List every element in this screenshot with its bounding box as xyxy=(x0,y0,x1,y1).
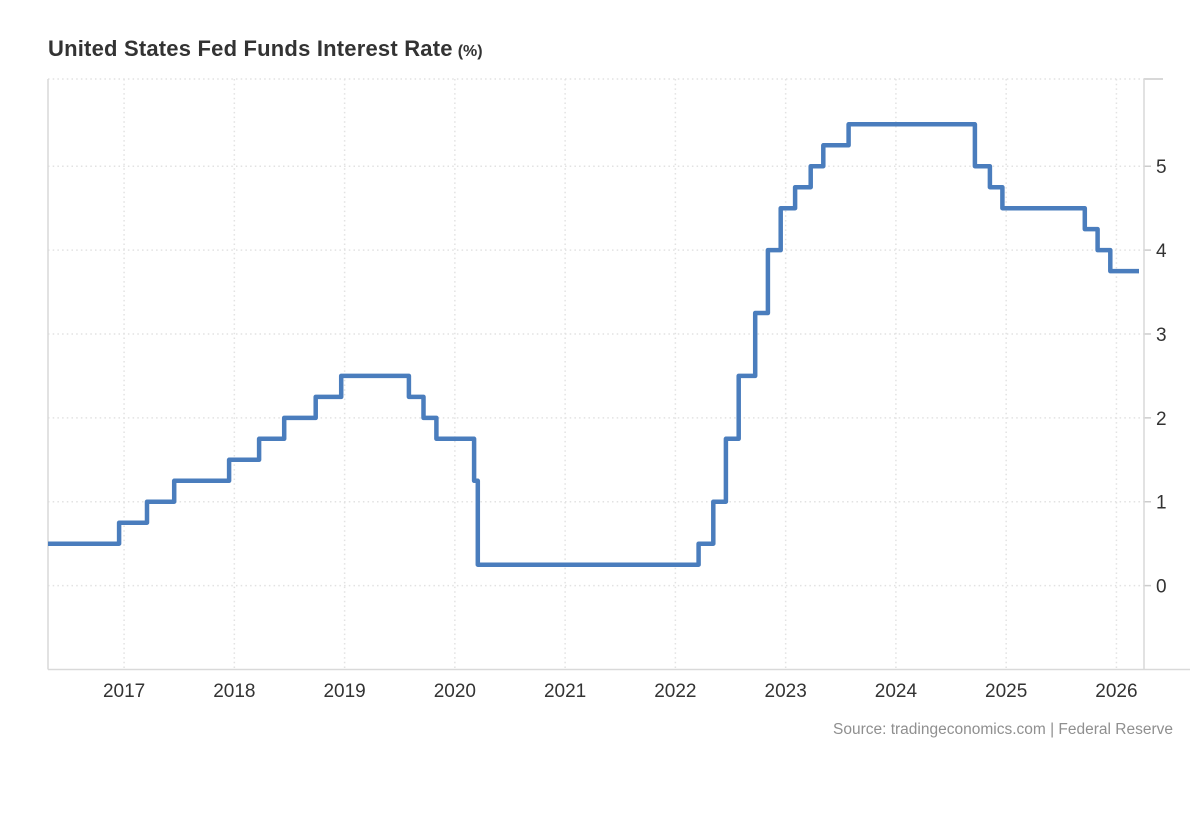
x-axis-label: 2017 xyxy=(103,681,145,702)
x-axis-label: 2026 xyxy=(1095,681,1137,702)
chart-title: United States Fed Funds Interest Rate (%) xyxy=(48,38,483,60)
x-axis-label: 2024 xyxy=(875,681,918,702)
x-axis-label: 2018 xyxy=(213,681,255,702)
x-axis-label: 2023 xyxy=(765,681,807,702)
y-axis-label: 1 xyxy=(1156,493,1167,514)
x-axis-label: 2022 xyxy=(654,681,696,702)
series-line-fed-funds-rate[interactable] xyxy=(48,122,1139,567)
y-axis-label: 3 xyxy=(1156,325,1167,346)
y-axis-label: 4 xyxy=(1156,241,1167,262)
x-axis-label: 2019 xyxy=(323,681,365,702)
y-axis-label: 2 xyxy=(1156,409,1167,430)
source-credit: Source: tradingeconomics.com | Federal R… xyxy=(832,721,1173,738)
x-axis-label: 2025 xyxy=(985,681,1027,702)
chart-title-unit: (%) xyxy=(457,43,483,60)
y-axis-label: 0 xyxy=(1156,577,1167,598)
y-axis-label: 5 xyxy=(1156,157,1167,178)
chart-title-text: United States Fed Funds Interest Rate xyxy=(48,36,453,61)
x-axis-label: 2021 xyxy=(544,681,586,702)
x-axis-label: 2020 xyxy=(434,681,476,702)
